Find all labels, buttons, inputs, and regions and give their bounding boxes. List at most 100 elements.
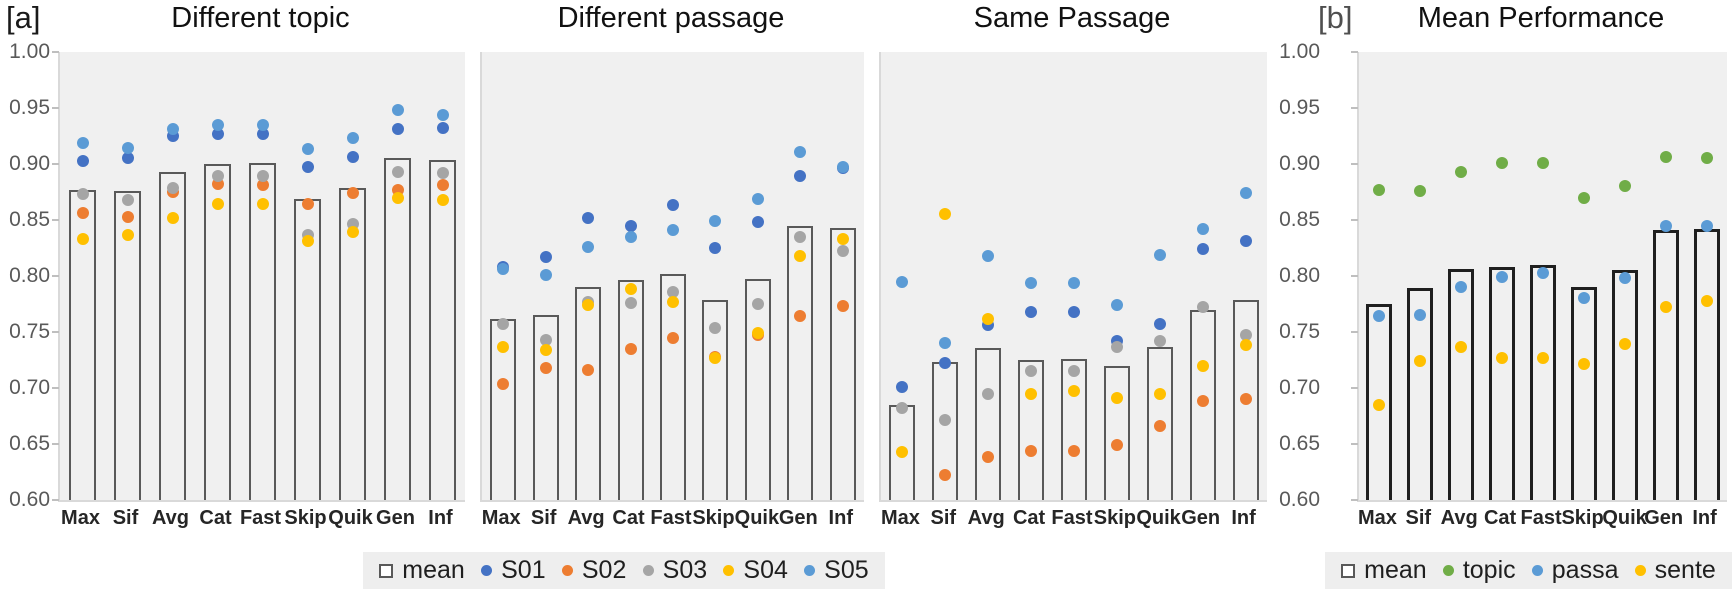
scatter-dot-S02 bbox=[1025, 444, 1038, 457]
legend-panel-a: mean S01 S02 S03 S04 S05 bbox=[363, 552, 885, 589]
scatter-dot-S02 bbox=[436, 179, 449, 192]
scatter-dot-passa bbox=[1414, 309, 1427, 322]
x-axis-label-Max: Max bbox=[481, 507, 521, 529]
scatter-dot-S04 bbox=[256, 198, 269, 211]
scatter-dot-S01 bbox=[896, 380, 909, 393]
plot-area-different-passage bbox=[480, 52, 864, 502]
scatter-dot-sente bbox=[1414, 355, 1427, 368]
scatter-dot-S05 bbox=[166, 123, 179, 136]
scatter-dot-passa bbox=[1373, 310, 1386, 323]
scatter-dot-topic bbox=[1618, 180, 1631, 193]
scatter-dot-S05 bbox=[709, 215, 722, 228]
y-axis-tick-label: 0.75 bbox=[9, 320, 50, 343]
scatter-dot-S02 bbox=[539, 361, 552, 374]
scatter-dot-S01 bbox=[76, 154, 89, 167]
scatter-dot-S02 bbox=[982, 451, 995, 464]
scatter-dot-S05 bbox=[794, 145, 807, 158]
scatter-dot-S04 bbox=[391, 191, 404, 204]
x-axis-label-Sif: Sif bbox=[930, 507, 957, 529]
legend-label: mean bbox=[1364, 556, 1427, 584]
scatter-dot-S01 bbox=[624, 219, 637, 232]
x-axis-label-Quik: Quik bbox=[734, 507, 780, 529]
mean-bar-Avg bbox=[975, 347, 1002, 500]
chart-title-different-topic: Different topic bbox=[171, 2, 350, 34]
scatter-dot-S01 bbox=[211, 127, 224, 140]
mean-bar-Avg bbox=[575, 287, 602, 500]
mean-square-marker bbox=[379, 563, 394, 578]
legend-item-mean: mean bbox=[1341, 556, 1427, 585]
legend-label: sente bbox=[1654, 556, 1716, 584]
mean-bar-Inf bbox=[1232, 299, 1259, 500]
scatter-dot-topic bbox=[1577, 191, 1590, 204]
scatter-dot-S04 bbox=[896, 445, 909, 458]
legend-label: passa bbox=[1551, 556, 1619, 584]
plot-area-mean-performance bbox=[1351, 51, 1727, 502]
y-tick-mark bbox=[1351, 443, 1358, 445]
scatter-dot-S03 bbox=[709, 321, 722, 334]
S02-dot-marker bbox=[561, 565, 573, 576]
scatter-dot-S03 bbox=[121, 193, 134, 206]
panel-group-label-a: [a] bbox=[6, 0, 41, 35]
scatter-dot-S04 bbox=[346, 226, 359, 239]
y-tick-mark bbox=[52, 499, 59, 501]
x-axis-label-Fast: Fast bbox=[1051, 507, 1093, 529]
legend-item-S01: S01 bbox=[481, 556, 546, 585]
y-axis-tick-label: 0.95 bbox=[1279, 96, 1320, 119]
scatter-dot-S04 bbox=[982, 312, 995, 325]
y-axis-tick-label: 1.00 bbox=[9, 40, 50, 63]
scatter-dot-topic bbox=[1537, 156, 1549, 169]
scatter-dot-S03 bbox=[896, 402, 909, 415]
y-axis-tick-label: 0.65 bbox=[9, 432, 50, 455]
scatter-dot-S01 bbox=[1025, 305, 1038, 318]
mean-bar-Cat bbox=[204, 164, 231, 500]
x-axis-label-Avg: Avg bbox=[151, 507, 190, 529]
scatter-dot-S02 bbox=[301, 198, 314, 211]
x-axis-label-Avg: Avg bbox=[1440, 507, 1478, 529]
scatter-dot-S05 bbox=[896, 275, 909, 288]
x-axis-label-Fast: Fast bbox=[239, 507, 282, 529]
legend-label: S05 bbox=[824, 556, 869, 584]
x-axis-label-Quik: Quik bbox=[328, 507, 373, 529]
scatter-dot-S04 bbox=[301, 235, 314, 248]
y-tick-mark bbox=[1351, 51, 1358, 53]
legend-item-sente: sente bbox=[1634, 556, 1716, 585]
chart-title-mean-performance: Mean Performance bbox=[1417, 2, 1665, 34]
scatter-dot-S03 bbox=[539, 333, 552, 346]
scatter-dot-S04 bbox=[667, 295, 679, 308]
scatter-dot-S02 bbox=[836, 300, 849, 313]
scatter-dot-passa bbox=[1659, 219, 1672, 232]
y-tick-mark bbox=[52, 163, 59, 165]
legend-item-S05: S05 bbox=[804, 556, 869, 585]
legend-label: S03 bbox=[662, 556, 708, 584]
x-axis-label-Quik: Quik bbox=[1136, 507, 1181, 529]
scatter-dot-sente bbox=[1618, 338, 1631, 351]
scatter-dot-S05 bbox=[667, 224, 679, 237]
x-axis-label-Cat: Cat bbox=[1483, 507, 1517, 529]
scatter-dot-S05 bbox=[539, 268, 552, 281]
y-axis-tick-label: 0.60 bbox=[1279, 488, 1320, 511]
scatter-dot-sente bbox=[1373, 398, 1386, 411]
scatter-dot-S04 bbox=[1153, 387, 1166, 400]
scatter-dot-S01 bbox=[751, 216, 764, 229]
scatter-dot-S02 bbox=[939, 469, 952, 482]
scatter-dot-S01 bbox=[939, 357, 952, 370]
scatter-dot-sente bbox=[1537, 351, 1549, 364]
scatter-dot-S03 bbox=[1196, 301, 1209, 314]
legend-label: S02 bbox=[581, 556, 627, 584]
plot-area-same-passage bbox=[879, 52, 1267, 502]
scatter-dot-S05 bbox=[76, 136, 89, 149]
scatter-dot-S05 bbox=[939, 337, 952, 350]
y-tick-mark bbox=[52, 331, 59, 333]
legend-label: S04 bbox=[743, 556, 788, 584]
scatter-dot-S05 bbox=[391, 104, 404, 117]
scatter-dot-topic bbox=[1455, 165, 1468, 178]
scatter-dot-S05 bbox=[497, 263, 510, 276]
scatter-dot-S04 bbox=[1068, 385, 1080, 398]
x-axis-label-Sif: Sif bbox=[530, 507, 557, 529]
scatter-dot-S05 bbox=[582, 240, 595, 253]
scatter-dot-S05 bbox=[624, 230, 637, 243]
scatter-dot-S05 bbox=[211, 118, 224, 131]
y-axis-labels-panel-a: 1.00 0.95 0.90 0.85 0.80 0.75 0.70 0.65 0.60 bbox=[2, 41, 50, 511]
scatter-dot-S05 bbox=[256, 118, 269, 131]
scatter-dot-S04 bbox=[436, 193, 449, 206]
